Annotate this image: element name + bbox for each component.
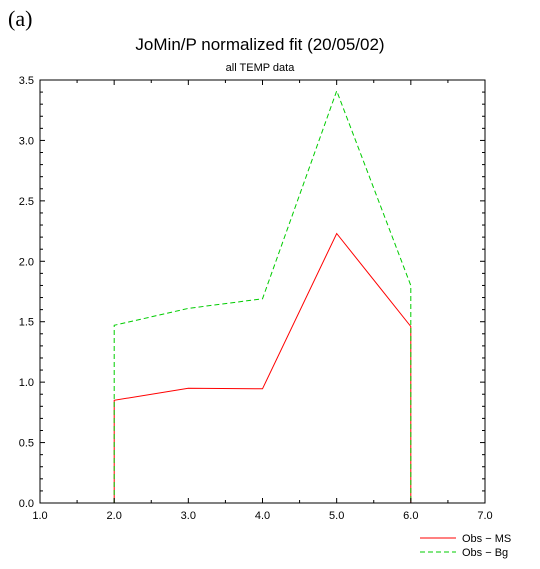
x-tick-label: 7.0 (477, 510, 492, 522)
y-tick-label: 1.5 (19, 317, 34, 329)
y-tick-label: 0.0 (19, 498, 34, 510)
series-layer (113, 89, 412, 503)
plot-frame (39, 79, 486, 504)
y-tick-label: 1.0 (19, 377, 34, 389)
y-tick-label: 3.0 (19, 135, 34, 147)
x-tick-label: 3.0 (181, 510, 196, 522)
x-tick-label: 1.0 (32, 510, 47, 522)
legend-label-1: Obs − MS (462, 533, 511, 545)
y-tick-label: 2.0 (19, 256, 34, 268)
y-tick-label: 2.5 (19, 196, 34, 208)
x-tick-label: 5.0 (329, 510, 344, 522)
chart-subtitle: all TEMP data (226, 62, 296, 74)
x-tick-label: 2.0 (107, 510, 122, 522)
axis-ticks: 1.0 2.0 3.0 4.0 5.0 6.0 7.0 0.0 0.5 1.0 1.5 2.0 2.5 3… (19, 75, 493, 522)
series-line-2 (113, 89, 412, 503)
x-tick-label: 6.0 (403, 510, 418, 522)
y-tick-label: 3.5 (19, 75, 34, 87)
legend: Obs − MS Obs − Bg (420, 533, 511, 559)
chart-title: JoMin/P normalized fit (20/05/02) (135, 35, 384, 54)
y-tick-label: 0.5 (19, 438, 34, 450)
panel-label: (a) (8, 6, 32, 31)
x-tick-label: 4.0 (255, 510, 270, 522)
legend-label-2: Obs − Bg (462, 547, 508, 559)
series-line-1 (113, 232, 412, 503)
